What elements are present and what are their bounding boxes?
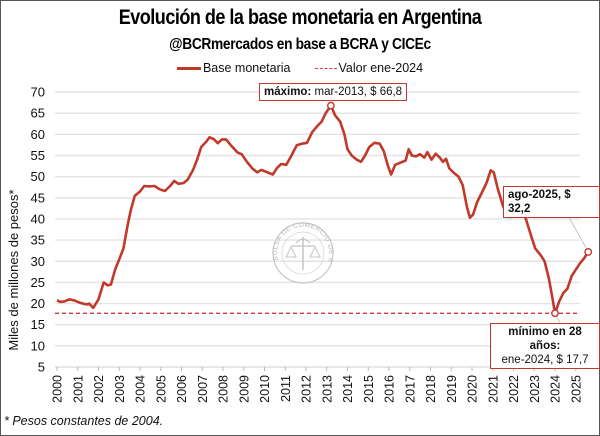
annotation-maximum: máximo: mar-2013, $ 66,8: [259, 83, 408, 101]
y-axis-label: Miles de millones de pesos*: [6, 189, 21, 351]
y-tick-label: 30: [31, 254, 45, 269]
y-tick-label: 5: [38, 360, 45, 375]
y-tick-label: 35: [31, 233, 45, 248]
x-tick-label: 2013: [320, 375, 334, 403]
y-tick-label: 55: [31, 148, 45, 163]
y-tick-label: 15: [31, 317, 45, 332]
annotation-min-bold: mínimo en 28 años:: [508, 326, 582, 352]
x-tick-label: 2025: [569, 375, 583, 403]
x-tick-label: 2003: [113, 375, 127, 403]
annotation-min-text: ene-2024, $ 17,7: [501, 354, 589, 366]
x-tick-label: 2010: [258, 375, 272, 403]
y-axis: 5 10 15 20 25 30 35 40 45 50 55 60 65 70: [31, 85, 45, 375]
legend-label: Base monetaria: [202, 61, 291, 75]
annotation-max-text: mar-2013, $ 66,8: [314, 86, 403, 98]
x-tick-label: 2017: [403, 375, 417, 403]
x-tick-label: 2020: [466, 375, 480, 403]
x-tick-label: 2002: [92, 375, 106, 403]
annotation-last-value: ago-2025, $ 32,2: [503, 186, 600, 218]
x-tick-label: 2015: [362, 375, 376, 403]
x-tick-label: 2022: [507, 375, 521, 403]
data-point-marker: [551, 309, 559, 318]
legend-item-base-monetaria: Base monetaria: [176, 61, 291, 75]
y-tick-label: 40: [31, 211, 45, 226]
x-tick-label: 2008: [217, 375, 231, 403]
footnote: * Pesos constantes de 2004.: [4, 414, 164, 428]
x-tick-label: 2023: [528, 375, 542, 403]
y-tick-label: 45: [31, 190, 45, 205]
legend-item-valor-ene-2024: Valor ene-2024: [314, 61, 424, 75]
legend-swatch-dashed: [314, 67, 337, 69]
data-point-marker: [584, 248, 593, 256]
x-tick-label: 2018: [424, 375, 438, 403]
x-tick-label: 2000: [51, 375, 65, 403]
x-tick-label: 2007: [196, 375, 210, 403]
chart-subtitle: @BCRmercados en base a BCRA y CICEc: [169, 36, 431, 53]
y-tick-label: 70: [31, 85, 45, 100]
x-axis: 2000 2001 2002 2003 2004 2005 2006 2007 2008 2009…: [51, 367, 583, 403]
x-tick-label: 2009: [237, 375, 251, 403]
series-line-base-monetaria: [56, 104, 590, 315]
svg-text:BOLSA DE COMERCIO DE ROSARIO: BOLSA DE COMERCIO DE ROSARIO: [0, 0, 334, 264]
y-tick-label: 25: [31, 275, 45, 290]
annotation-last-bold: ago-2025, $ 32,2: [508, 189, 571, 215]
legend-swatch-solid: [176, 66, 201, 70]
x-tick-label: 2006: [175, 375, 189, 403]
x-tick-label: 2024: [549, 375, 563, 403]
x-tick-label: 2004: [134, 375, 148, 403]
x-tick-label: 2019: [445, 375, 459, 403]
y-tick-label: 60: [31, 127, 45, 142]
data-point-marker: [326, 101, 335, 110]
y-tick-label: 10: [31, 338, 45, 353]
chart-title: Evolución de la base monetaria en Argent…: [118, 6, 482, 29]
y-tick-label: 50: [31, 169, 45, 184]
x-tick-label: 2016: [383, 375, 397, 403]
x-tick-label: 2014: [341, 375, 355, 403]
y-tick-label: 65: [31, 106, 45, 121]
annotation-minimum: mínimo en 28 años: ene-2024, $ 17,7: [490, 323, 600, 369]
annotation-max-bold: máximo:: [264, 86, 312, 98]
x-tick-label: 2005: [154, 375, 168, 403]
x-tick-label: 2021: [486, 375, 500, 403]
legend-label: Valor ene-2024: [338, 61, 424, 75]
x-tick-label: 2001: [71, 375, 85, 403]
legend: Base monetaria Valor ene-2024: [0, 61, 600, 75]
x-tick-label: 2012: [300, 375, 314, 403]
y-tick-label: 20: [31, 296, 45, 311]
x-tick-label: 2011: [279, 375, 293, 402]
